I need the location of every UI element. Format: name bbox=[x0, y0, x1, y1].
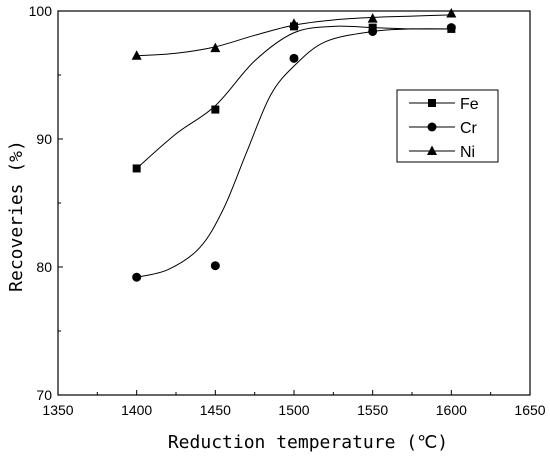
legend-label-fe: Fe bbox=[460, 96, 479, 113]
x-tick-label: 1400 bbox=[121, 402, 152, 418]
ni-data-point bbox=[289, 18, 299, 28]
x-tick-label: 1550 bbox=[357, 402, 388, 418]
legend-box bbox=[396, 89, 499, 163]
cr-data-point bbox=[289, 53, 299, 63]
cr-data-point bbox=[132, 272, 142, 282]
x-tick-label: 1600 bbox=[436, 402, 467, 418]
fe-data-point bbox=[132, 164, 141, 173]
legend-marker-ni bbox=[427, 145, 437, 155]
cr-fit-curve bbox=[136, 28, 452, 278]
fe-fit-curve bbox=[136, 25, 452, 169]
data-markers bbox=[131, 8, 457, 282]
legend-marker-cr bbox=[427, 122, 437, 132]
y-tick-label: 90 bbox=[36, 131, 52, 147]
x-axis-title: Reduction temperature (℃) bbox=[168, 432, 448, 453]
cr-data-point bbox=[368, 26, 378, 36]
y-tick-label: 70 bbox=[36, 387, 52, 403]
ni-data-point bbox=[131, 50, 142, 60]
y-tick-label: 100 bbox=[29, 3, 53, 19]
ni-data-point bbox=[367, 13, 378, 23]
x-tick-label: 1650 bbox=[514, 402, 545, 418]
y-axis: 70 80 90 100 bbox=[29, 3, 63, 403]
legend-label-cr: Cr bbox=[460, 120, 478, 137]
cr-data-point bbox=[210, 261, 220, 271]
legend-marker-fe bbox=[428, 99, 436, 107]
x-axis: 1350 1400 1450 1500 1550 1600 1650 bbox=[42, 390, 546, 418]
ni-data-point bbox=[446, 8, 457, 18]
y-axis-title: Recoveries (%) bbox=[6, 140, 27, 292]
ni-data-point bbox=[210, 42, 221, 53]
x-tick-label: 1500 bbox=[278, 402, 309, 418]
cr-data-point bbox=[446, 23, 456, 33]
plot-frame bbox=[57, 10, 531, 396]
y-tick-label: 80 bbox=[36, 259, 52, 275]
legend-label-ni: Ni bbox=[460, 144, 475, 161]
legend: Fe Cr Ni bbox=[396, 89, 499, 163]
x-tick-label: 1350 bbox=[42, 402, 73, 418]
x-tick-label: 1450 bbox=[200, 402, 231, 418]
fe-data-point bbox=[211, 105, 220, 114]
